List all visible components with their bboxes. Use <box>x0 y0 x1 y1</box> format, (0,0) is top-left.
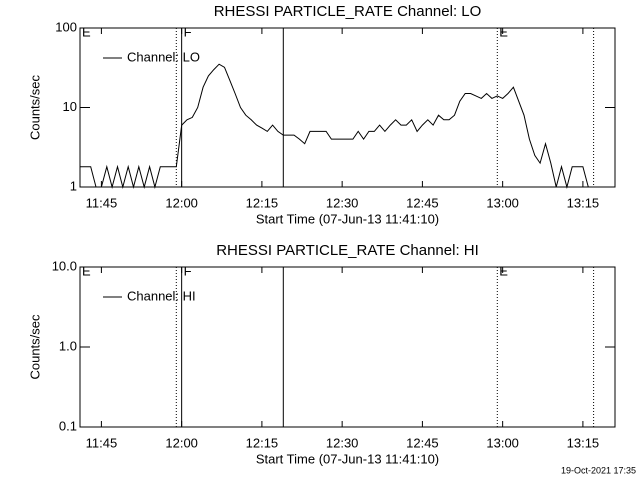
x-tick-label: 12:30 <box>326 435 359 450</box>
y-axis-label: Counts/sec <box>27 74 42 140</box>
marker-label: E <box>499 263 508 278</box>
x-tick-label: 11:45 <box>86 195 118 210</box>
x-tick-label: 12:30 <box>326 195 359 210</box>
x-tick-label: 13:00 <box>486 195 519 210</box>
marker-label: E <box>82 24 91 39</box>
marker-label: E <box>499 24 508 39</box>
marker-label: F <box>184 24 192 39</box>
y-tick-label: 1.0 <box>59 338 77 353</box>
y-tick-label: 10.0 <box>52 258 77 273</box>
y-tick-label: 1 <box>70 178 77 193</box>
marker-label: F <box>184 263 192 278</box>
x-tick-label: 12:15 <box>246 195 279 210</box>
x-tick-label: 12:45 <box>406 195 439 210</box>
marker-label: E <box>82 263 91 278</box>
legend-label: Channel: LO <box>127 49 200 64</box>
chart-title: RHESSI PARTICLE_RATE Channel: LO <box>214 3 482 20</box>
y-tick-label: 10 <box>63 99 77 114</box>
x-tick-label: 12:45 <box>406 435 439 450</box>
x-tick-label: 13:15 <box>567 435 600 450</box>
y-axis-label: Counts/sec <box>27 314 42 380</box>
x-axis-label: Start Time (07-Jun-13 11:41:10) <box>256 211 439 226</box>
x-tick-label: 12:00 <box>165 435 198 450</box>
x-tick-label: 13:00 <box>486 435 519 450</box>
x-tick-label: 11:45 <box>86 435 118 450</box>
x-tick-label: 12:15 <box>246 435 279 450</box>
y-tick-label: 0.1 <box>59 418 77 433</box>
x-tick-label: 13:15 <box>567 195 600 210</box>
footer: 19-Oct-2021 17:35 <box>561 465 636 475</box>
y-tick-label: 100 <box>55 19 77 34</box>
x-tick-label: 12:00 <box>165 195 198 210</box>
data-line <box>80 63 589 189</box>
x-axis-label: Start Time (07-Jun-13 11:41:10) <box>256 451 439 466</box>
chart-title: RHESSI PARTICLE_RATE Channel: HI <box>216 242 479 259</box>
legend-label: Channel: HI <box>127 288 196 303</box>
